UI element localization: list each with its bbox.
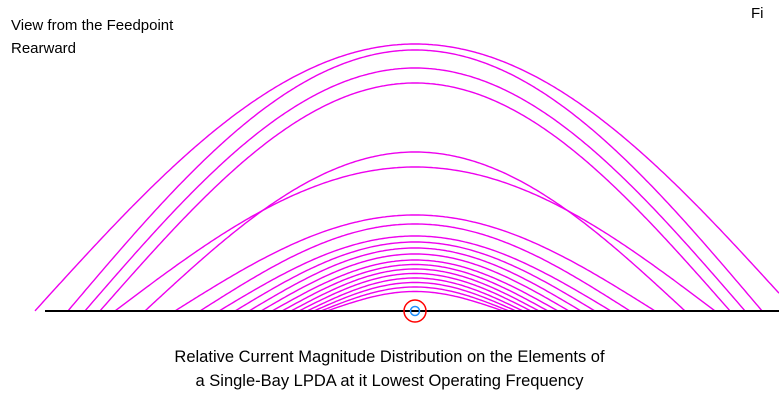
view-label-line2: Rearward	[11, 40, 77, 57]
element-current-curve-1	[34, 43, 779, 312]
current-distribution-diagram	[34, 43, 779, 323]
view-label-line1: View from the Feedpoint	[11, 17, 174, 34]
element-current-curve-6	[144, 151, 686, 312]
element-current-curve-20	[326, 290, 504, 312]
element-current-curve-3	[84, 67, 746, 312]
element-current-curve-8	[199, 223, 631, 312]
element-current-curve-18	[313, 281, 517, 312]
caption-line2: a Single-Bay LPDA at it Lowest Operating…	[195, 372, 584, 390]
element-current-curve-13	[271, 259, 559, 312]
diagram-caption: Relative Current Magnitude Distribution …	[0, 345, 779, 393]
element-current-curve-14	[281, 263, 549, 312]
element-current-curve-9	[218, 235, 612, 312]
element-current-curve-19	[320, 286, 510, 312]
element-current-curve-15	[290, 268, 540, 312]
feedpoint-dot	[409, 305, 421, 317]
element-current-curve-4	[99, 82, 731, 312]
feedpoint-ring	[403, 299, 427, 323]
caption-line1: Relative Current Magnitude Distribution …	[174, 348, 605, 366]
view-label: View from the Feedpoint Rearward	[11, 14, 173, 60]
element-current-curve-12	[260, 253, 570, 312]
figure-label: Fi	[751, 5, 764, 22]
element-current-curve-11	[248, 247, 582, 312]
element-current-curve-17	[306, 277, 524, 312]
element-current-curve-16	[298, 272, 532, 312]
element-current-curve-7	[174, 214, 656, 312]
element-current-curve-10	[234, 241, 596, 312]
element-current-curve-2	[67, 49, 763, 312]
element-current-curve-5	[114, 166, 716, 312]
element-curves	[34, 43, 779, 312]
